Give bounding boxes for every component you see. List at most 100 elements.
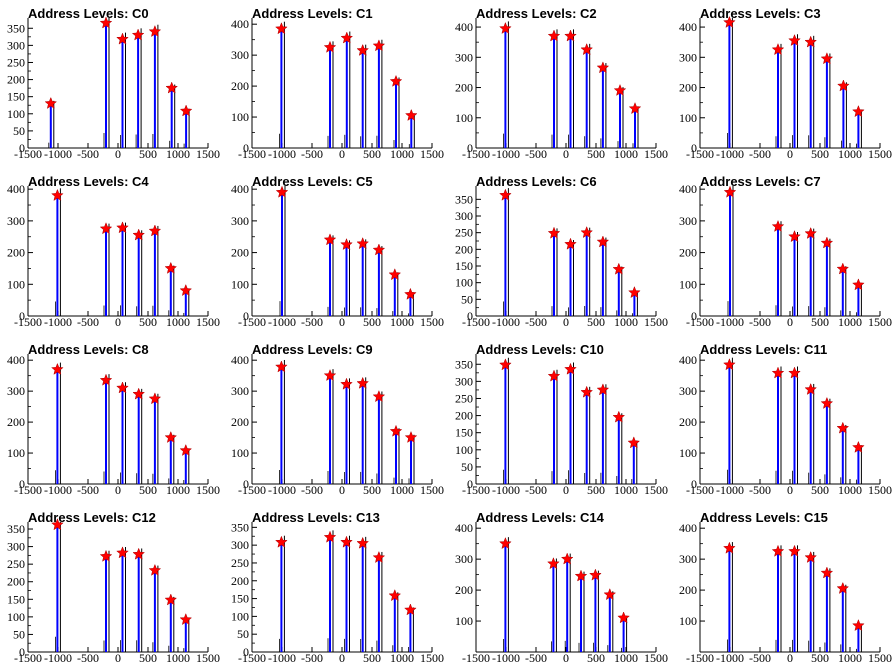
bar [137, 554, 140, 652]
y-tick-label: 250 [7, 55, 25, 69]
x-tick-label: 1000 [390, 651, 414, 665]
chart-title: Address Levels: C7 [700, 174, 821, 189]
bar [393, 274, 396, 316]
x-tick-label: -500 [749, 651, 771, 665]
x-tick-label: -1000 [716, 147, 744, 161]
chart-panel: Address Levels: C9 0 100 200 300 400 -1500 -100… [224, 336, 448, 504]
peak-marker [499, 21, 512, 34]
bar [777, 226, 779, 316]
x-tick-label: 1500 [420, 483, 444, 497]
y-tick-label: 400 [231, 353, 249, 367]
x-tick-label: 1500 [644, 315, 668, 329]
y-tick-label: 100 [231, 277, 249, 291]
peak-marker [116, 381, 129, 394]
y-tick-label: 100 [231, 446, 249, 460]
x-tick-label: 1000 [614, 147, 638, 161]
y-tick-label: 150 [455, 426, 473, 440]
y-tick-label: 300 [679, 50, 697, 64]
peak-marker [836, 581, 850, 594]
peak-marker [820, 396, 834, 409]
y-tick-label: 300 [231, 384, 249, 398]
y-tick-label: 200 [679, 415, 697, 429]
x-tick-label: 1500 [868, 651, 892, 665]
x-tick-label: -500 [301, 651, 323, 665]
chart-panel: Address Levels: C7 0 100 200 300 400 -1500 -100… [672, 168, 896, 336]
chart-panel: Address Levels: C14 100 200 300 400 -1500 -100… [448, 504, 672, 672]
y-tick-label: 300 [679, 214, 697, 228]
peak-marker [372, 39, 386, 52]
y-tick-label: 400 [455, 20, 473, 34]
bar [169, 600, 172, 652]
chart-plot: 0 100 200 300 400 -1500 -1000 -500 0 500 1000 1500 [679, 15, 892, 161]
bar [377, 396, 380, 484]
x-tick-label: -1000 [492, 483, 520, 497]
x-tick-label: 0 [563, 483, 569, 497]
peak-marker [603, 588, 617, 601]
y-tick-label: 0 [243, 645, 249, 659]
peak-marker [116, 221, 129, 234]
peak-marker [628, 102, 642, 115]
x-tick-label: 500 [811, 315, 829, 329]
chart-plot: 0 50 100 150 200 250 300 350 -1500 -1000 -500 0 500 1… [455, 186, 668, 329]
x-tick-label: -1500 [238, 483, 266, 497]
bar [633, 292, 636, 316]
bar [504, 195, 507, 316]
peak-marker [613, 83, 627, 96]
peak-marker [340, 31, 354, 44]
peak-marker [617, 611, 630, 624]
y-tick-label: 100 [7, 277, 25, 291]
peak-marker [723, 358, 736, 371]
peak-marker [404, 108, 418, 121]
bar [841, 428, 844, 484]
bar [377, 250, 380, 316]
y-tick-label: 100 [7, 107, 25, 121]
peak-marker [44, 96, 58, 109]
peak-marker [547, 369, 561, 382]
peak-marker [275, 22, 288, 35]
bar [184, 450, 187, 484]
y-tick-label: 50 [461, 460, 473, 474]
bar [280, 28, 283, 148]
bar [622, 617, 625, 652]
peak-marker [627, 436, 641, 449]
peak-marker [323, 530, 337, 543]
bar [728, 364, 731, 484]
y-tick-label: 0 [19, 309, 25, 323]
y-tick-label: 400 [231, 182, 249, 196]
x-tick-label: -1000 [716, 315, 744, 329]
bar [169, 437, 172, 484]
bar [809, 557, 812, 652]
x-tick-label: 0 [339, 147, 345, 161]
x-tick-label: 500 [363, 483, 381, 497]
peak-marker [340, 377, 353, 390]
bar [281, 192, 283, 316]
x-tick-label: -1500 [14, 483, 42, 497]
peak-marker [612, 262, 626, 275]
peak-marker [389, 74, 403, 87]
peak-marker [372, 550, 386, 564]
bar [632, 442, 635, 484]
y-tick-label: 200 [231, 415, 249, 429]
y-tick-label: 0 [19, 477, 25, 491]
x-tick-label: 500 [139, 651, 157, 665]
peak-marker [99, 549, 113, 562]
bar [121, 227, 124, 316]
peak-marker [723, 541, 736, 554]
chart-title: Address Levels: C2 [476, 6, 597, 21]
peak-marker [388, 589, 402, 602]
chart-title: Address Levels: C11 [700, 342, 828, 357]
chart-plot: 0 100 200 300 400 -1500 -1000 -500 0 500 1000 1500 [455, 18, 668, 161]
x-tick-label: 0 [563, 315, 569, 329]
peak-marker [164, 593, 178, 606]
peak-marker [580, 226, 594, 239]
y-tick-label: 100 [7, 610, 25, 624]
bar [793, 40, 796, 148]
x-tick-label: -500 [749, 483, 771, 497]
bar [569, 369, 572, 484]
y-tick-label: 200 [679, 81, 697, 95]
chart-panel: Address Levels: C4 0 100 200 300 400 -1500 -100… [0, 168, 224, 336]
chart-panel: Address Levels: C2 0 100 200 300 400 -1500 -100… [448, 0, 672, 168]
x-tick-label: 1000 [166, 315, 190, 329]
bar [617, 269, 620, 316]
